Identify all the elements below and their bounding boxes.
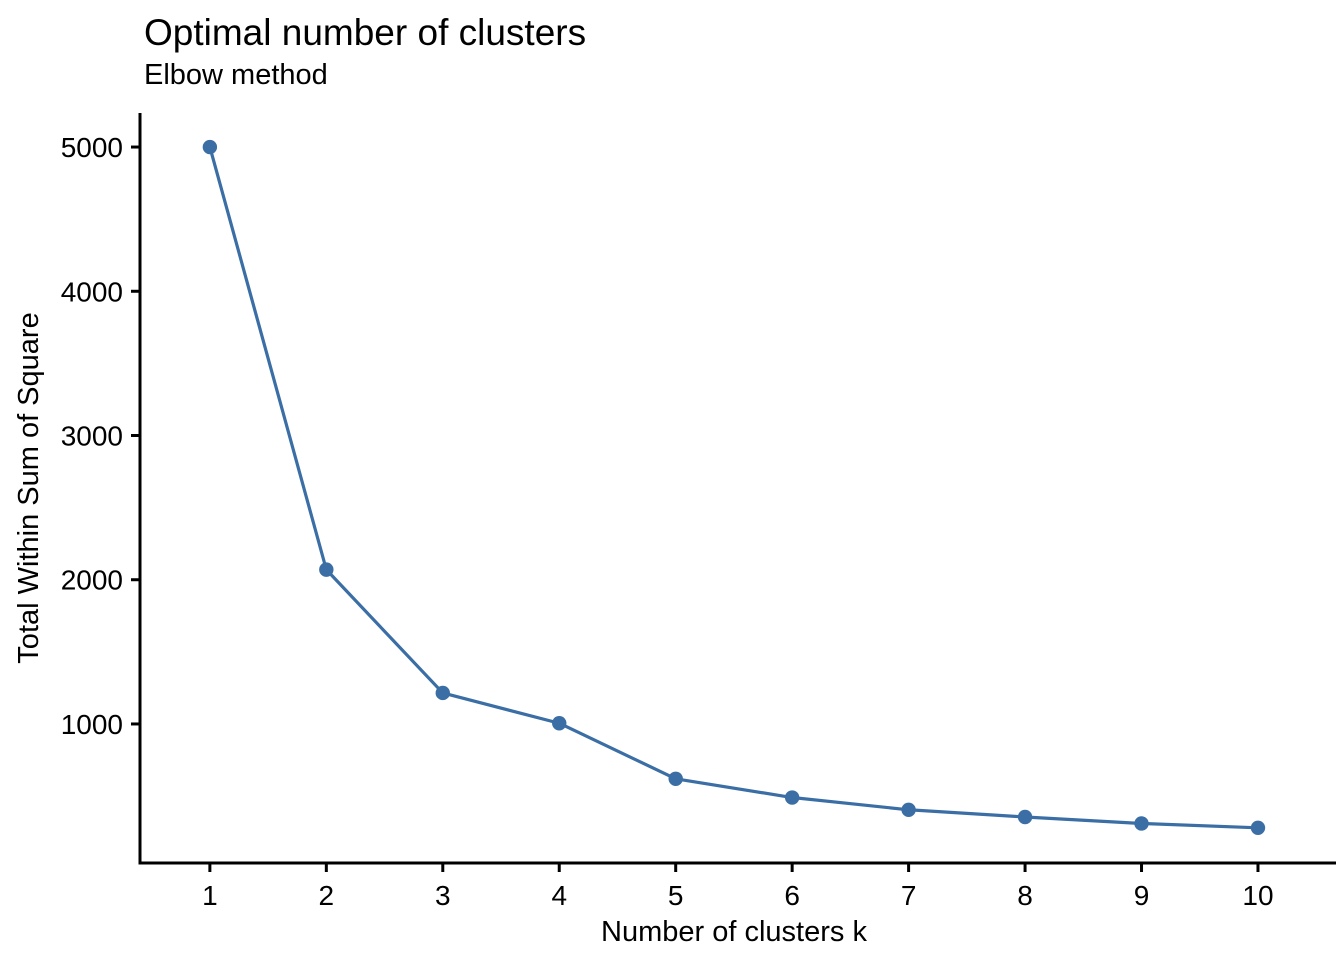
data-point <box>784 790 800 805</box>
data-point <box>435 685 450 701</box>
y-tick-label: 2000 <box>61 565 123 596</box>
y-tick-label: 5000 <box>61 132 123 163</box>
chart-title: Optimal number of clusters <box>144 12 587 53</box>
x-tick-label: 6 <box>784 880 800 911</box>
x-tick-label: 3 <box>435 880 451 911</box>
data-point <box>552 716 567 731</box>
x-tick-label: 10 <box>1242 880 1273 911</box>
x-tick-label: 9 <box>1134 880 1150 911</box>
wss-line <box>208 145 1260 830</box>
chart-generated-layer: 1000 2000 3000 4000 5000 1 2 3 4 5 6 7 8 9 10 <box>61 113 1336 911</box>
data-point <box>1017 809 1033 825</box>
x-tick-label: 4 <box>551 880 567 911</box>
x-tick-label: 5 <box>668 880 684 911</box>
chart-subtitle: Elbow method <box>144 59 328 91</box>
data-point <box>319 562 334 577</box>
y-tick-label: 4000 <box>61 276 123 307</box>
data-point <box>1250 820 1266 836</box>
data-point <box>202 139 218 155</box>
y-axis-title: Total Within Sum of Square <box>13 312 45 663</box>
data-point <box>901 802 916 817</box>
data-point <box>668 771 683 786</box>
x-axis-title: Number of clusters k <box>601 916 867 948</box>
x-tick-label: 2 <box>319 880 335 911</box>
x-tick-label: 7 <box>901 880 917 911</box>
data-point <box>1134 816 1149 831</box>
y-tick-label: 1000 <box>61 709 123 740</box>
y-tick-label: 3000 <box>61 421 123 452</box>
x-tick-label: 8 <box>1017 880 1033 911</box>
x-tick-label: 1 <box>202 880 218 911</box>
